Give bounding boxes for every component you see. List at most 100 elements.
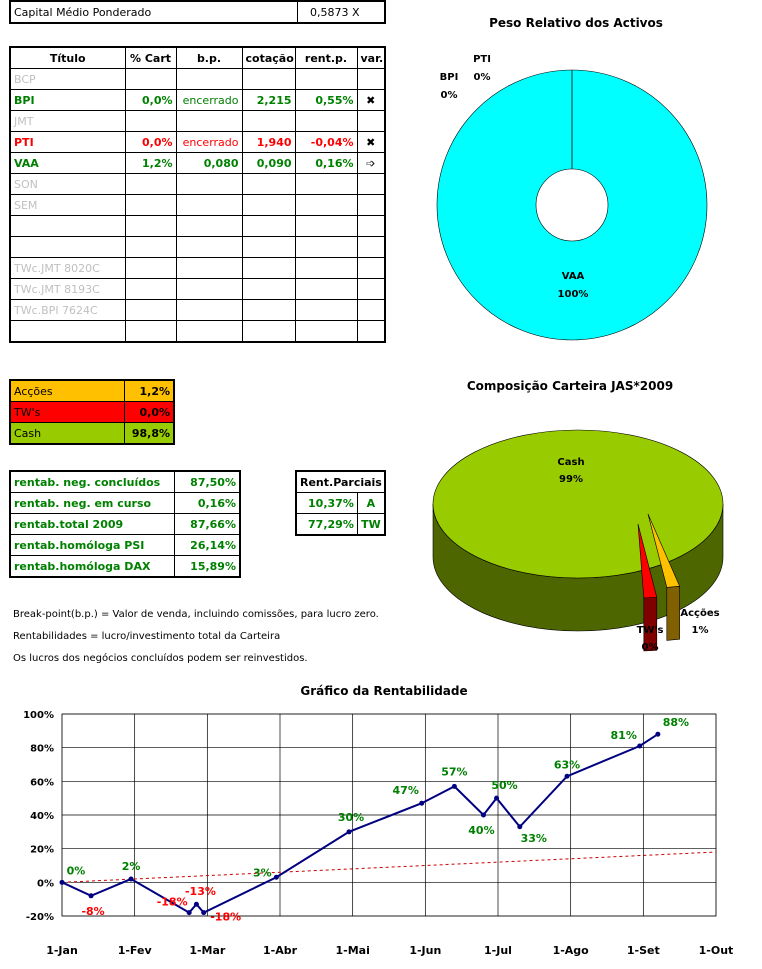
holding-rent	[294, 194, 358, 216]
holding-bp	[175, 320, 243, 343]
pie3d-label-aces: Acções	[680, 608, 719, 619]
pie3d-value-cash: 99%	[559, 474, 583, 485]
x-tick-label: 1-Fev	[118, 944, 153, 957]
holding-var-icon	[356, 257, 386, 279]
holding-name: TWc.BPI 7624C	[9, 299, 126, 321]
holding-var-icon: ✖	[356, 89, 386, 111]
holding-quote	[241, 173, 296, 195]
holding-quote	[241, 215, 296, 237]
doughnut-value-vaa: 100%	[558, 289, 589, 300]
x-tick-label: 1-Jan	[46, 944, 78, 957]
partials-table: Rent.Parciais 10,37% A 77,29% TW	[295, 470, 386, 536]
holding-bp	[175, 194, 243, 216]
holding-row: VAA 1,2% 0,080 0,090 0,16% ➩	[9, 152, 386, 174]
doughnut-hole	[535, 168, 609, 242]
data-label: 50%	[491, 779, 517, 792]
partials-header: Rent.Parciais	[295, 470, 386, 493]
holding-row: PTI 0,0% encerrado 1,940 -0,04% ✖	[9, 131, 386, 153]
x-tick-label: 1-Out	[699, 944, 734, 957]
allocation-value: 1,2%	[123, 379, 175, 402]
data-label: 30%	[338, 811, 364, 824]
holding-rent	[294, 173, 358, 195]
data-point	[480, 812, 486, 818]
holding-var-icon	[356, 215, 386, 237]
holding-row: BCP	[9, 68, 386, 90]
holding-row: JMT	[9, 110, 386, 132]
holding-pct	[124, 278, 177, 300]
holding-var-icon: ✖	[356, 131, 386, 153]
holding-row: BPI 0,0% encerrado 2,215 0,55% ✖	[9, 89, 386, 111]
y-tick-label: 0%	[37, 878, 54, 889]
doughnut-label-bpi: BPI	[440, 72, 459, 83]
holding-name: PTI	[9, 131, 126, 153]
data-point	[637, 743, 643, 749]
data-point	[88, 893, 94, 899]
doughnut-chart: Peso Relativo dos Activos BPI 0% PTI 0% VAA 10…	[436, 16, 708, 341]
holding-quote	[241, 236, 296, 258]
doughnut-value-bpi: 0%	[441, 90, 458, 101]
data-point	[346, 829, 352, 835]
holding-row: TWc.JMT 8020C	[9, 257, 386, 279]
data-label: 63%	[554, 758, 580, 771]
holding-name	[9, 236, 126, 258]
data-point	[193, 901, 199, 907]
pie3d-slice-aces	[647, 513, 681, 588]
holding-row: SON	[9, 173, 386, 195]
holding-quote	[241, 320, 296, 343]
holding-rent	[294, 320, 358, 343]
holding-quote: 0,090	[241, 152, 296, 174]
allocation-value: 98,8%	[123, 422, 175, 445]
holding-var-icon	[356, 173, 386, 195]
holding-rent	[294, 257, 358, 279]
holding-rent: 0,16%	[294, 152, 358, 174]
holding-rent	[294, 278, 358, 300]
data-label: 57%	[441, 765, 467, 778]
x-tick-label: 1-Ago	[553, 944, 590, 957]
holding-bp	[175, 257, 243, 279]
holding-rent	[294, 110, 358, 132]
pie3d-value-tws: 0%	[642, 642, 659, 653]
holding-bp	[175, 215, 243, 237]
data-label: 0%	[67, 864, 86, 877]
y-tick-label: 20%	[30, 845, 54, 856]
doughnut-title: Peso Relativo dos Activos	[489, 16, 663, 30]
holding-rent	[294, 236, 358, 258]
data-point	[517, 824, 523, 830]
pie3d-label-cash: Cash	[557, 457, 584, 468]
allocation-label: Acções	[9, 379, 125, 402]
return-value: 87,66%	[173, 513, 241, 535]
data-point	[128, 876, 134, 882]
data-label: 88%	[663, 716, 689, 729]
allocation-value: 0,0%	[123, 401, 175, 423]
capital-value: 0,5873 X	[297, 0, 386, 24]
return-value: 15,89%	[173, 555, 241, 578]
holding-row: TWc.JMT 8193C	[9, 278, 386, 300]
return-value: 0,16%	[173, 492, 241, 514]
y-tick-label: 60%	[30, 777, 54, 788]
return-label: rentab.homóloga DAX	[9, 555, 175, 578]
partial-tag: TW	[356, 513, 386, 536]
holding-var-icon	[356, 320, 386, 343]
data-point	[451, 783, 457, 789]
doughnut-value-pti: 0%	[474, 72, 491, 83]
return-row: rentab.total 2009 87,66%	[9, 513, 241, 535]
holding-bp: 0,080	[175, 152, 243, 174]
holding-pct	[124, 236, 177, 258]
return-row: rentab. neg. em curso 0,16%	[9, 492, 241, 514]
holding-rent	[294, 215, 358, 237]
data-point	[273, 874, 279, 880]
holding-name: JMT	[9, 110, 126, 132]
partial-row: 10,37% A	[295, 492, 386, 514]
col-header-pct: % Cart	[124, 46, 177, 69]
capital-table: Capital Médio Ponderado 0,5873 X	[9, 0, 386, 24]
holding-pct: 0,0%	[124, 131, 177, 153]
holding-pct	[124, 68, 177, 90]
holding-quote	[241, 257, 296, 279]
allocation-label: TW's	[9, 401, 125, 423]
x-tick-label: 1-Mar	[189, 944, 226, 957]
holding-bp	[175, 173, 243, 195]
data-point	[59, 879, 65, 885]
holding-bp: encerrado	[175, 131, 243, 153]
data-label: 47%	[393, 784, 419, 797]
return-row: rentab.homóloga DAX 15,89%	[9, 555, 241, 578]
